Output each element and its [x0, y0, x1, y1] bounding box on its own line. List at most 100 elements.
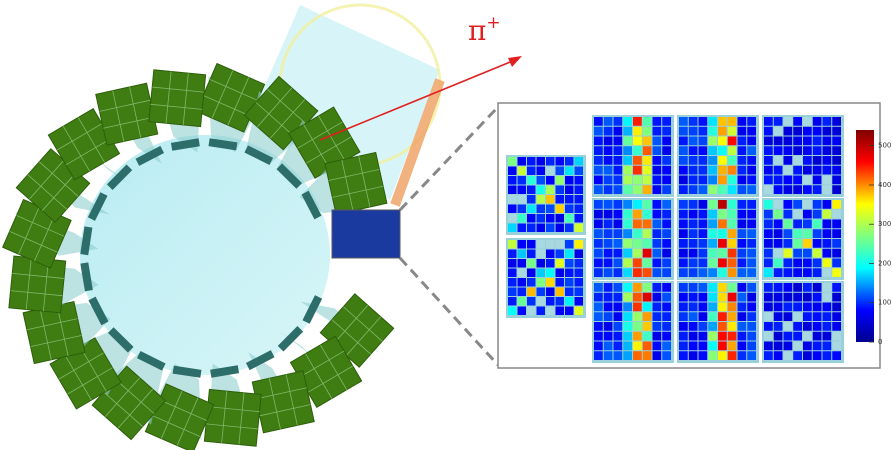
heatmap-cell [508, 214, 517, 223]
heatmap-cell [793, 292, 802, 302]
heatmap-cell [747, 126, 756, 136]
heatmap-cell [603, 351, 613, 360]
heatmap-cell [565, 297, 574, 306]
heatmap-cell [679, 322, 688, 331]
heatmap-cell [642, 239, 652, 248]
heatmap-cell [803, 239, 812, 248]
heatmap-cell [698, 200, 708, 209]
heatmap-cell [527, 204, 536, 213]
heatmap-cell [793, 229, 802, 238]
heatmap-cell [633, 185, 642, 194]
heatmap-cell [812, 292, 822, 302]
heatmap-cell [822, 156, 832, 165]
module-grid [27, 174, 67, 210]
heatmap-cell [642, 185, 652, 194]
heatmap-cell [652, 248, 662, 258]
heatmap-cell [793, 200, 802, 209]
module-face [148, 69, 207, 128]
heatmap-cell [603, 146, 613, 155]
crystal-segment [106, 164, 133, 191]
heatmap-cell [793, 126, 802, 136]
heatmap-cell [679, 146, 688, 155]
heatmap-cell [727, 229, 737, 238]
heatmap-cell [727, 209, 737, 219]
heatmap-cell [832, 351, 841, 360]
heatmap-cell [747, 322, 756, 331]
heatmap-cell [698, 126, 708, 136]
heatmap-cell [688, 229, 698, 238]
crystal-segment [107, 327, 134, 353]
heatmap-cell [594, 136, 603, 146]
heatmap-cell [708, 156, 717, 165]
crystal-segment [276, 163, 303, 189]
heatmap-cell [822, 283, 832, 292]
module-grid [159, 399, 208, 421]
heatmap-cell [633, 156, 642, 165]
heatmap-cell [679, 185, 688, 194]
heatmap-cell [565, 195, 574, 204]
heatmap-cell [546, 214, 555, 223]
heatmap-cell [698, 219, 708, 229]
heatmap-cell [508, 268, 517, 277]
crystal-segment [244, 145, 274, 166]
heatmap-cell [603, 292, 613, 302]
heatmap-cell [718, 258, 727, 268]
heatmap-cell [603, 156, 613, 165]
module-grid [202, 95, 251, 117]
heatmap-cell [546, 268, 555, 277]
heatmap-cell [812, 312, 822, 321]
heatmap-cell [718, 322, 727, 331]
heatmap-cell [652, 312, 662, 321]
heatmap-cell [603, 302, 613, 312]
heatmap-cell [652, 126, 662, 136]
heatmap-cell [603, 175, 613, 185]
heatmap-cell [773, 219, 783, 229]
heatmap-cell [832, 283, 841, 292]
heatmap-cell [783, 283, 793, 292]
tick-label: 500 [878, 142, 891, 150]
module-ring [2, 62, 395, 450]
heatmap-cell [527, 259, 536, 268]
heatmap-cell [793, 136, 802, 146]
heatmap-cell [546, 176, 555, 185]
heatmap-cell [698, 312, 708, 321]
heatmap-cell [793, 258, 802, 268]
heatmap-cell [822, 126, 832, 136]
heatmap-cell [662, 351, 671, 360]
heatmap-cell [594, 185, 603, 194]
heatmap-cell [803, 175, 812, 185]
heatmap-cell [623, 175, 632, 185]
heatmap-cell [594, 248, 603, 258]
heatmap-cell [783, 165, 793, 175]
heatmap-cell [708, 312, 717, 321]
heatmap-cell [708, 239, 717, 248]
heatmap-cell [822, 322, 832, 331]
heatmap-cell [832, 312, 841, 321]
heatmap-cell [633, 331, 642, 341]
module-grid [345, 316, 382, 356]
heatmap-cell [603, 239, 613, 248]
heatmap-cell [662, 209, 671, 219]
heatmap-cell [517, 287, 526, 296]
heatmap-cell [747, 146, 756, 155]
module-grid [34, 213, 56, 262]
heatmap-cell [822, 209, 832, 219]
heatmap-cell [613, 322, 623, 331]
heatmap-cell [613, 268, 623, 277]
heatmap-cell [727, 312, 737, 321]
heatmap-cell [679, 165, 688, 175]
heatmap [506, 115, 844, 363]
crystal-segment [87, 192, 108, 221]
heatmap-cell [679, 248, 688, 258]
module-grid [12, 272, 65, 279]
heatmap-cell [764, 268, 773, 277]
heatmap-cell [536, 240, 545, 249]
module-grid [150, 103, 203, 110]
heatmap-cell [832, 331, 841, 341]
heatmap-cell [812, 185, 822, 194]
heatmap-cell [555, 249, 564, 258]
hit-module [331, 209, 401, 259]
crystal-segment [80, 262, 93, 292]
module-grid [332, 185, 384, 198]
heatmap-cell [623, 200, 632, 209]
